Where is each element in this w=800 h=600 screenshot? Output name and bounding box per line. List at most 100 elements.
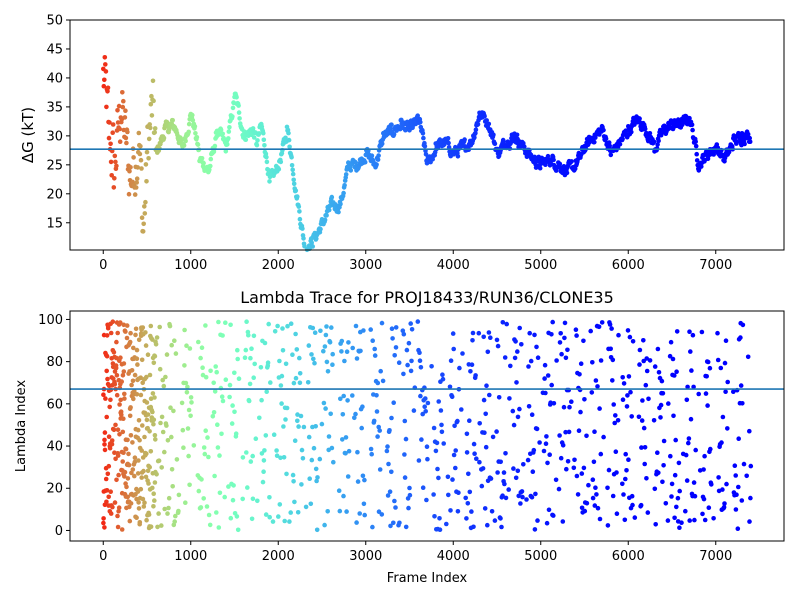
lambda-point (146, 512, 152, 517)
lambda-point (574, 333, 579, 338)
lambda-point (402, 452, 407, 457)
lambda-point (387, 428, 392, 433)
lambda-point (350, 393, 355, 398)
delta-g-point (262, 143, 267, 148)
lambda-point (325, 509, 331, 514)
lambda-point (699, 329, 705, 335)
lambda-point (133, 326, 139, 332)
lambda-point (529, 494, 535, 500)
delta-g-point (491, 132, 496, 138)
lambda-point (116, 508, 121, 514)
lambda-point (490, 434, 496, 440)
lambda-point (517, 325, 522, 331)
lambda-point (131, 396, 136, 402)
lambda-point (532, 527, 538, 532)
delta-g-point (110, 122, 116, 127)
delta-g-point (136, 130, 142, 136)
lambda-point (718, 365, 724, 371)
lambda-point (674, 504, 679, 510)
lambda-point (109, 438, 115, 443)
lambda-point (171, 408, 176, 414)
lambda-point (219, 431, 224, 437)
lambda-point (610, 357, 616, 363)
lambda-point (740, 401, 745, 406)
lambda-point (444, 521, 449, 527)
lambda-point (295, 418, 300, 424)
lambda-point (621, 492, 626, 497)
x-tick-label: 4000 (437, 258, 470, 273)
lambda-point (620, 375, 625, 380)
lambda-point (406, 505, 411, 511)
delta-g-point (112, 153, 118, 159)
lambda-point (345, 398, 350, 403)
lambda-point (121, 322, 126, 328)
lambda-point (705, 359, 711, 365)
lambda-point (306, 434, 312, 440)
lambda-point (174, 457, 180, 462)
delta-g-point (237, 116, 242, 121)
lambda-point (235, 527, 241, 533)
lambda-point (354, 356, 360, 361)
lambda-point (473, 373, 478, 378)
lambda-point (464, 431, 470, 437)
delta-g-point (297, 216, 303, 222)
lambda-point (688, 349, 693, 354)
lambda-point (674, 329, 680, 334)
delta-g-point (264, 159, 270, 165)
lambda-point (504, 321, 510, 327)
delta-g-point (193, 131, 198, 136)
lambda-point (465, 501, 471, 506)
lambda-point (416, 458, 422, 463)
lambda-point (391, 520, 396, 526)
lambda-point (579, 471, 585, 476)
lambda-point (627, 334, 633, 340)
delta-g-point (137, 151, 143, 157)
delta-g-point (629, 129, 634, 135)
lambda-point (121, 450, 126, 456)
lambda-point (476, 330, 482, 336)
lambda-point (118, 397, 123, 403)
delta-g-point (462, 137, 467, 142)
lambda-point (180, 427, 186, 433)
lambda-point (144, 417, 150, 423)
delta-g-point (734, 139, 740, 144)
lambda-point (280, 326, 285, 331)
lambda-point (598, 358, 604, 363)
lambda-point (409, 358, 414, 364)
x-tick-label: 7000 (699, 549, 732, 564)
lambda-point (120, 459, 125, 464)
lambda-point (142, 434, 147, 440)
lambda-point (529, 412, 535, 418)
lambda-point (550, 319, 555, 325)
lambda-point (261, 469, 266, 475)
lambda-point (319, 421, 325, 427)
lambda-points (101, 319, 754, 533)
y-tick-label: 20 (46, 482, 63, 497)
lambda-point (498, 516, 503, 521)
delta-g-point (473, 127, 479, 132)
lambda-point (145, 352, 151, 358)
lambda-point (515, 349, 520, 354)
lambda-point (488, 335, 493, 341)
lambda-point (437, 516, 442, 521)
lambda-point (145, 468, 151, 474)
lambda-point (108, 330, 114, 336)
lambda-point (526, 404, 532, 409)
delta-g-point (353, 159, 358, 165)
delta-g-point (186, 121, 192, 127)
lambda-point (542, 376, 547, 381)
lambda-point (338, 396, 343, 402)
lambda-point (161, 383, 167, 389)
lambda-point (115, 513, 120, 519)
lambda-point (337, 508, 343, 514)
delta-g-point (133, 185, 139, 190)
lambda-point (738, 335, 743, 340)
lambda-point (283, 417, 288, 422)
delta-g-point (310, 244, 316, 249)
delta-g-point (446, 140, 451, 146)
lambda-point (703, 391, 709, 396)
lambda-point (435, 466, 440, 472)
delta-g-point (236, 103, 241, 108)
lambda-point (191, 443, 197, 448)
lambda-point (362, 512, 368, 518)
